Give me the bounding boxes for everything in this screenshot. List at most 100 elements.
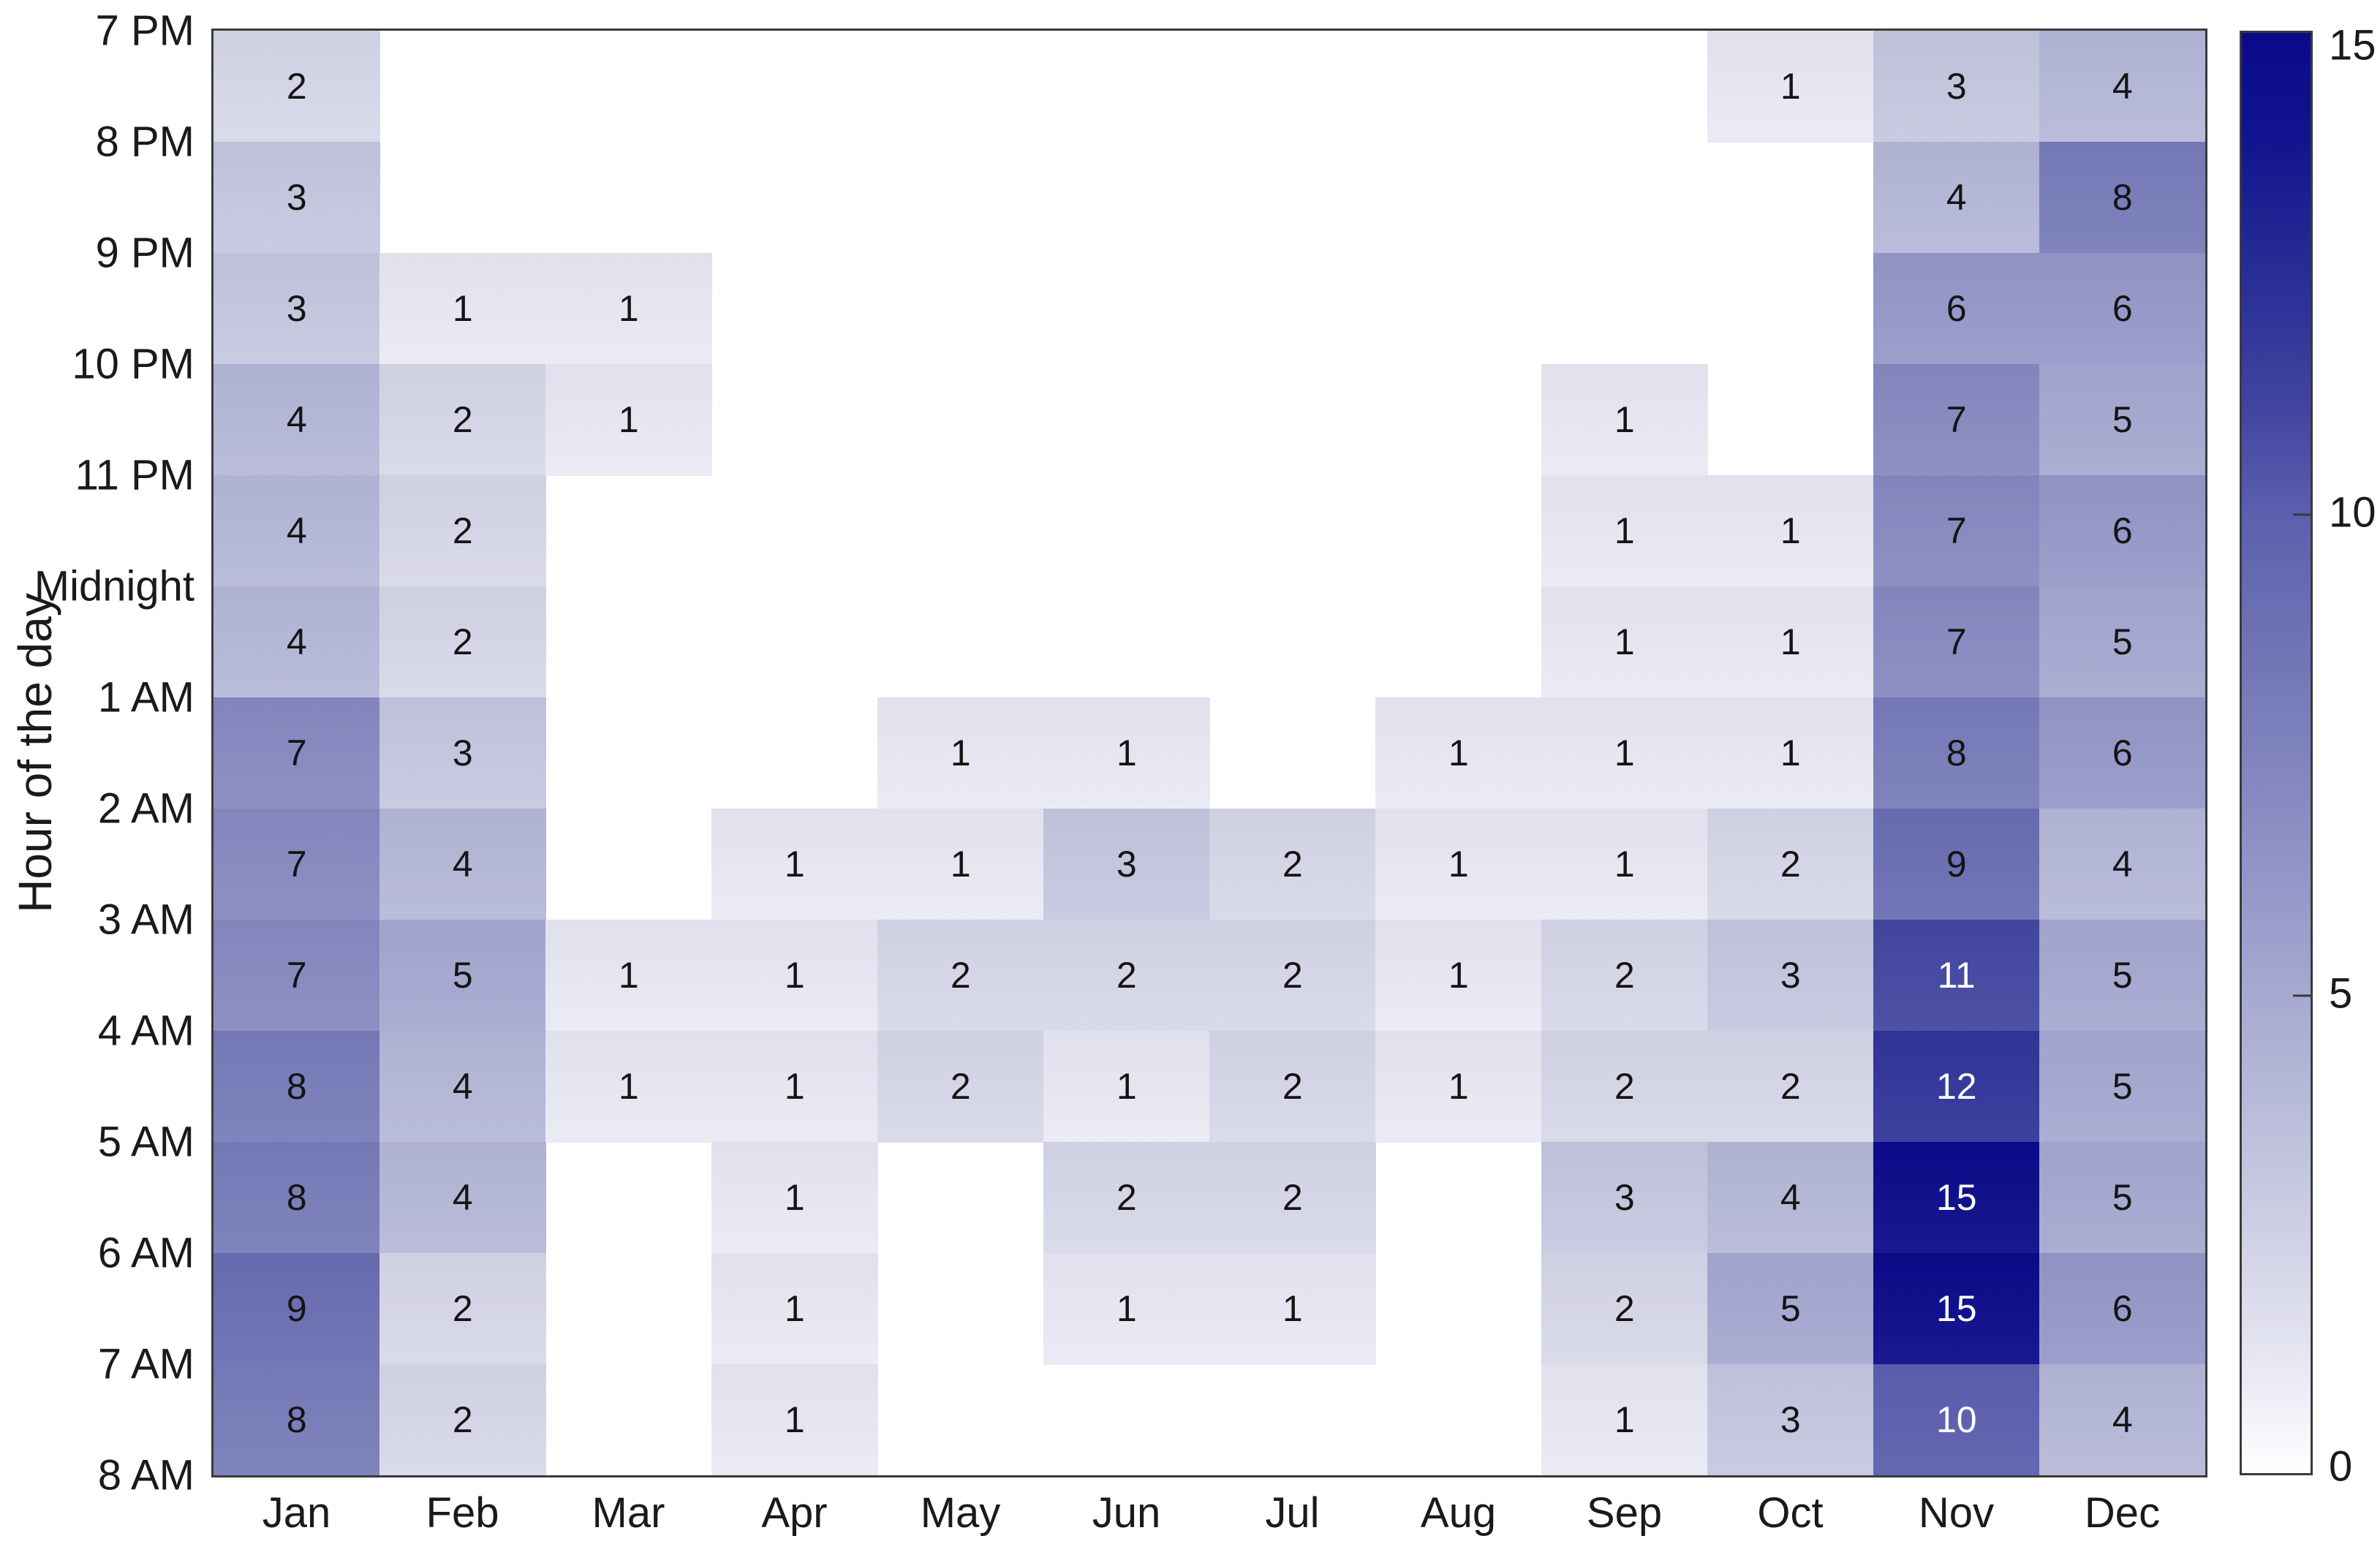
cell-value: 1 [1780,510,1801,552]
heatmap-cell-nov-6am: 15 [1873,1253,2040,1365]
cell-value: 1 [784,844,805,885]
heatmap-cell-jul-5am: 2 [1209,1142,1376,1254]
x-tick-label-feb: Feb [426,1489,499,1537]
cell-value: 4 [2112,66,2133,107]
heatmap-cell-oct-2am: 2 [1707,809,1874,920]
cell-value: 5 [2112,621,2133,663]
cell-value: 1 [618,1066,639,1108]
colorbar-tick-5 [2293,994,2311,997]
cell-value: 7 [1946,510,1967,552]
cell-value: 5 [2112,1066,2133,1108]
cell-value: 4 [452,1177,473,1219]
cell-value: 3 [1780,1399,1801,1441]
heatmap-cell-jun-2am: 3 [1043,809,1210,920]
cell-value: 7 [286,733,307,774]
cell-value: 6 [2112,510,2133,552]
cell-value: 1 [618,399,639,441]
cell-value: 1 [1614,399,1635,441]
heatmap-cell-mar-9pm: 1 [545,253,712,365]
cell-value: 9 [1946,844,1967,885]
heatmap-cell-feb-2am: 4 [379,809,546,920]
cell-value: 15 [1935,1288,1977,1330]
heatmap-cell-feb-3am: 5 [379,920,546,1032]
cell-value: 2 [1282,1066,1303,1108]
heatmap-cell-sep-1am: 1 [1541,697,1708,809]
heatmap-cell-oct-7pm: 1 [1707,31,1874,143]
cell-value: 1 [1614,510,1635,552]
heatmap-cell-dec-1am: 6 [2039,697,2206,809]
heatmap-cell-nov-7am: 10 [1873,1364,2040,1476]
y-tick-label-7pm: 7 PM [95,7,194,55]
cell-value: 2 [1116,955,1137,996]
cell-value: 6 [1946,288,1967,330]
y-tick-label-midnight: Midnight [34,562,194,610]
heatmap-cell-nov-8pm: 4 [1873,142,2040,254]
heatmap-cell-aug-4am: 1 [1375,1031,1542,1143]
cell-value: 7 [286,844,307,885]
heatmap-cell-jan-5am: 8 [214,1142,380,1254]
cell-value: 3 [1116,844,1137,885]
heatmap-cell-jan-9pm: 3 [214,253,380,365]
cell-value: 1 [1116,733,1137,774]
cell-value: 8 [286,1066,307,1108]
cell-value: 5 [2112,1177,2133,1219]
x-tick-label-sep: Sep [1586,1489,1663,1537]
heatmap-cell-jan-11pm: 4 [214,475,380,587]
cell-value: 4 [452,844,473,885]
cell-value: 1 [452,288,473,330]
cell-value: 15 [1935,1177,1977,1219]
heatmap-cell-nov-2am: 9 [1873,809,2040,920]
cell-value: 1 [1116,1066,1137,1108]
heatmap-cell-jan-7pm: 2 [214,31,380,143]
x-tick-label-jun: Jun [1092,1489,1161,1537]
cell-value: 2 [452,1288,473,1330]
heatmap-cell-jul-6am: 1 [1209,1253,1376,1365]
heatmap-cell-dec-10pm: 5 [2039,364,2206,476]
cell-value: 2 [1780,844,1801,885]
cell-value: 5 [1780,1288,1801,1330]
cell-value: 2 [950,955,971,996]
cell-value: 3 [1780,955,1801,996]
heatmap-cell-dec-7am: 4 [2039,1364,2206,1476]
heatmap-cell-dec-6am: 6 [2039,1253,2206,1365]
x-tick-label-apr: Apr [761,1489,828,1537]
heatmap-cell-mar-3am: 1 [545,920,712,1032]
y-tick-label-7am: 7 AM [97,1340,194,1388]
heatmap-cell-jun-5am: 2 [1043,1142,1210,1254]
heatmap-cell-jul-2am: 2 [1209,809,1376,920]
cell-value: 2 [452,1399,473,1441]
colorbar-label-5: 5 [2329,969,2353,1018]
heatmap-cell-feb-5am: 4 [379,1142,546,1254]
cell-value: 9 [286,1288,307,1330]
cell-value: 1 [1780,733,1801,774]
heatmap-cell-feb-11pm: 2 [379,475,546,587]
heatmap-cell-dec-9pm: 6 [2039,253,2206,365]
heatmap-cell-oct-midnight: 1 [1707,586,1874,698]
x-tick-label-jul: Jul [1265,1489,1320,1537]
heatmap-cell-dec-5am: 5 [2039,1142,2206,1254]
heatmap-cell-sep-2am: 1 [1541,809,1708,920]
x-tick-label-mar: Mar [592,1489,665,1537]
cell-value: 4 [286,510,307,552]
cell-value: 7 [1946,621,1967,663]
heatmap-cell-may-4am: 2 [877,1031,1044,1143]
heatmap-cell-nov-3am: 11 [1873,920,2040,1032]
heatmap-cell-aug-1am: 1 [1375,697,1542,809]
heatmap-cell-nov-5am: 15 [1873,1142,2040,1254]
heatmap-cell-oct-7am: 3 [1707,1364,1874,1476]
heatmap-cell-aug-3am: 1 [1375,920,1542,1032]
x-tick-label-jan: Jan [262,1489,331,1537]
heatmap-cell-apr-5am: 1 [711,1142,878,1254]
cell-value: 3 [1614,1177,1635,1219]
cell-value: 8 [1946,733,1967,774]
cell-value: 6 [2112,733,2133,774]
heatmap-cell-sep-midnight: 1 [1541,586,1708,698]
heatmap-cell-may-2am: 1 [877,809,1044,920]
cell-value: 4 [286,621,307,663]
heatmap-cell-jun-3am: 2 [1043,920,1210,1032]
x-tick-label-nov: Nov [1918,1489,1995,1537]
heatmap-cell-dec-3am: 5 [2039,920,2206,1032]
heatmap-cell-dec-8pm: 8 [2039,142,2206,254]
cell-value: 2 [1614,1288,1635,1330]
cell-value: 2 [452,399,473,441]
